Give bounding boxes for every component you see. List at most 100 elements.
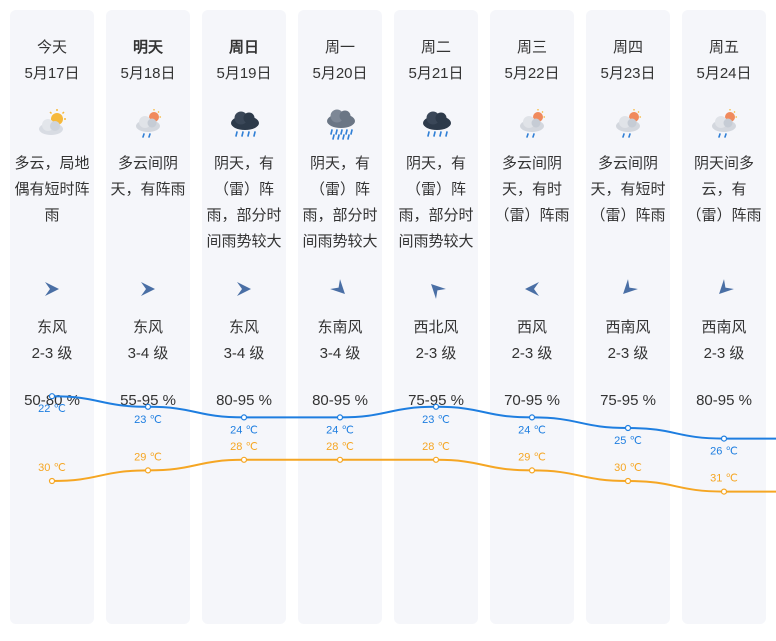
low-temp-label: 24 ℃ <box>230 424 258 436</box>
high-temp-label: 29 ℃ <box>134 451 162 463</box>
day-label: 今天 <box>36 39 67 56</box>
wind-level: 3-4 级 <box>319 345 361 362</box>
high-temp-label: 28 ℃ <box>326 441 354 453</box>
thunder-rain-icon <box>227 106 263 142</box>
humidity: 75-95 % <box>408 392 464 409</box>
low-temp-point <box>432 403 440 410</box>
wind-direction: 西北风 <box>413 319 459 336</box>
high-temp-line <box>51 458 776 493</box>
low-temp-point <box>48 393 56 400</box>
thunder-rain-icon <box>419 106 455 142</box>
partly-cloudy-sun-icon <box>35 106 71 142</box>
high-temp-point <box>720 488 728 495</box>
day-label: 周一 <box>324 39 355 56</box>
weather-description: 阴天，有（雷）阵雨，部分时间雨势较大 <box>302 155 378 250</box>
forecast-day-0[interactable]: 今天 5月17日 多云，局地偶有短时阵雨 东风 2-3 级 50-80 % <box>10 10 94 624</box>
high-temp-point <box>432 456 440 463</box>
high-temp-point <box>48 477 56 485</box>
forecast-day-5[interactable]: 周三 5月22日 多云间阴天，有时（雷）阵雨 西风 2-3 级 70-95 % <box>490 10 574 624</box>
forecast-day-6[interactable]: 周四 5月23日 多云间阴天，有短时（雷）阵雨 西南风 2-3 级 75-95 … <box>586 10 670 624</box>
low-temp-label: 22 ℃ <box>38 403 66 415</box>
wind-direction: 西风 <box>516 319 547 336</box>
low-temp-point <box>720 435 728 442</box>
date-label: 5月24日 <box>696 65 752 82</box>
forecast-day-2[interactable]: 周日 5月19日 阴天，有（雷）阵雨，部分时间雨势较大 东风 3-4 级 80-… <box>202 10 286 624</box>
wind-direction-icon <box>139 280 157 298</box>
date-label: 5月20日 <box>312 65 368 82</box>
day-label: 周五 <box>708 39 739 56</box>
high-temp-label: 31 ℃ <box>710 473 738 485</box>
wind-direction-icon <box>43 280 61 298</box>
wind-level: 2-3 级 <box>31 345 73 362</box>
forecast-day-3[interactable]: 周一 5月20日 阴天，有（雷）阵雨，部分时间雨势较大 东南风 3-4 级 80… <box>298 10 382 624</box>
weather-description: 阴天间多云，有（雷）阵雨 <box>686 155 762 224</box>
day-label: 周二 <box>420 39 451 56</box>
date-label: 5月17日 <box>24 65 80 82</box>
high-temp-point <box>336 456 344 463</box>
low-temp-point <box>144 403 152 410</box>
day-label: 周四 <box>612 39 643 56</box>
forecast-day-4[interactable]: 周二 5月21日 阴天，有（雷）阵雨，部分时间雨势较大 西北风 2-3 级 75… <box>394 10 478 624</box>
wind-direction-icon <box>327 276 352 301</box>
wind-direction-icon <box>615 276 640 301</box>
cloudy-rain-icon <box>707 106 743 142</box>
weather-description: 阴天，有（雷）阵雨，部分时间雨势较大 <box>206 155 282 250</box>
wind-direction-icon <box>523 280 541 298</box>
day-label: 周三 <box>516 39 547 56</box>
humidity: 80-95 % <box>216 392 272 409</box>
wind-level: 3-4 级 <box>223 345 265 362</box>
wind-level: 2-3 级 <box>703 345 745 362</box>
low-temp-label: 23 ℃ <box>422 414 450 426</box>
wind-direction: 东风 <box>132 319 163 336</box>
low-temp-label: 24 ℃ <box>326 424 354 436</box>
weather-description: 多云间阴天，有短时（雷）阵雨 <box>590 155 666 224</box>
wind-direction: 西南风 <box>605 319 651 336</box>
date-label: 5月19日 <box>216 65 272 82</box>
humidity: 75-95 % <box>600 392 656 409</box>
date-label: 5月21日 <box>408 65 464 82</box>
wind-level: 2-3 级 <box>511 345 553 362</box>
high-temp-label: 28 ℃ <box>422 441 450 453</box>
wind-level: 3-4 级 <box>127 345 169 362</box>
date-label: 5月23日 <box>600 65 656 82</box>
low-temp-point <box>336 414 344 421</box>
humidity: 80-95 % <box>312 392 368 409</box>
forecast-day-1[interactable]: 明天 5月18日 多云间阴天，有阵雨 东风 3-4 级 55-95 % <box>106 10 190 624</box>
high-temp-point <box>240 456 248 463</box>
low-temp-label: 24 ℃ <box>518 424 546 436</box>
cloudy-rain-icon <box>515 106 551 142</box>
date-label: 5月18日 <box>120 65 176 82</box>
low-temp-label: 25 ℃ <box>614 435 642 447</box>
high-temp-label: 29 ℃ <box>518 451 546 463</box>
weather-description: 多云间阴天，有时（雷）阵雨 <box>494 155 570 224</box>
wind-direction-icon <box>423 276 448 301</box>
day-label: 明天 <box>132 39 163 56</box>
wind-level: 2-3 级 <box>607 345 649 362</box>
wind-direction: 东南风 <box>317 319 363 336</box>
humidity: 55-95 % <box>120 392 176 409</box>
wind-direction-icon <box>711 276 736 301</box>
wind-direction-icon <box>235 280 253 298</box>
high-temp-label: 30 ℃ <box>38 462 66 474</box>
cloudy-rain-icon <box>611 106 647 142</box>
wind-direction: 西南风 <box>701 319 747 336</box>
high-temp-point <box>528 467 536 474</box>
high-temp-label: 30 ℃ <box>614 462 642 474</box>
low-temp-point <box>528 414 536 421</box>
high-temp-point <box>144 467 152 474</box>
weather-description: 阴天，有（雷）阵雨，部分时间雨势较大 <box>398 155 474 250</box>
weather-description: 多云，局地偶有短时阵雨 <box>14 155 90 224</box>
date-label: 5月22日 <box>504 65 560 82</box>
forecast-day-7[interactable]: 周五 5月24日 阴天间多云，有（雷）阵雨 西南风 2-3 级 80-95 % <box>682 10 766 624</box>
wind-direction: 东风 <box>228 319 259 336</box>
humidity: 70-95 % <box>504 392 560 409</box>
weather-description: 多云间阴天，有阵雨 <box>110 155 186 198</box>
wind-level: 2-3 级 <box>415 345 457 362</box>
high-temp-point <box>624 477 632 485</box>
low-temp-label: 26 ℃ <box>710 446 738 458</box>
low-temp-point <box>624 424 632 432</box>
wind-direction: 东风 <box>36 319 67 336</box>
heavy-rain-icon <box>323 106 359 142</box>
high-temp-label: 28 ℃ <box>230 441 258 453</box>
